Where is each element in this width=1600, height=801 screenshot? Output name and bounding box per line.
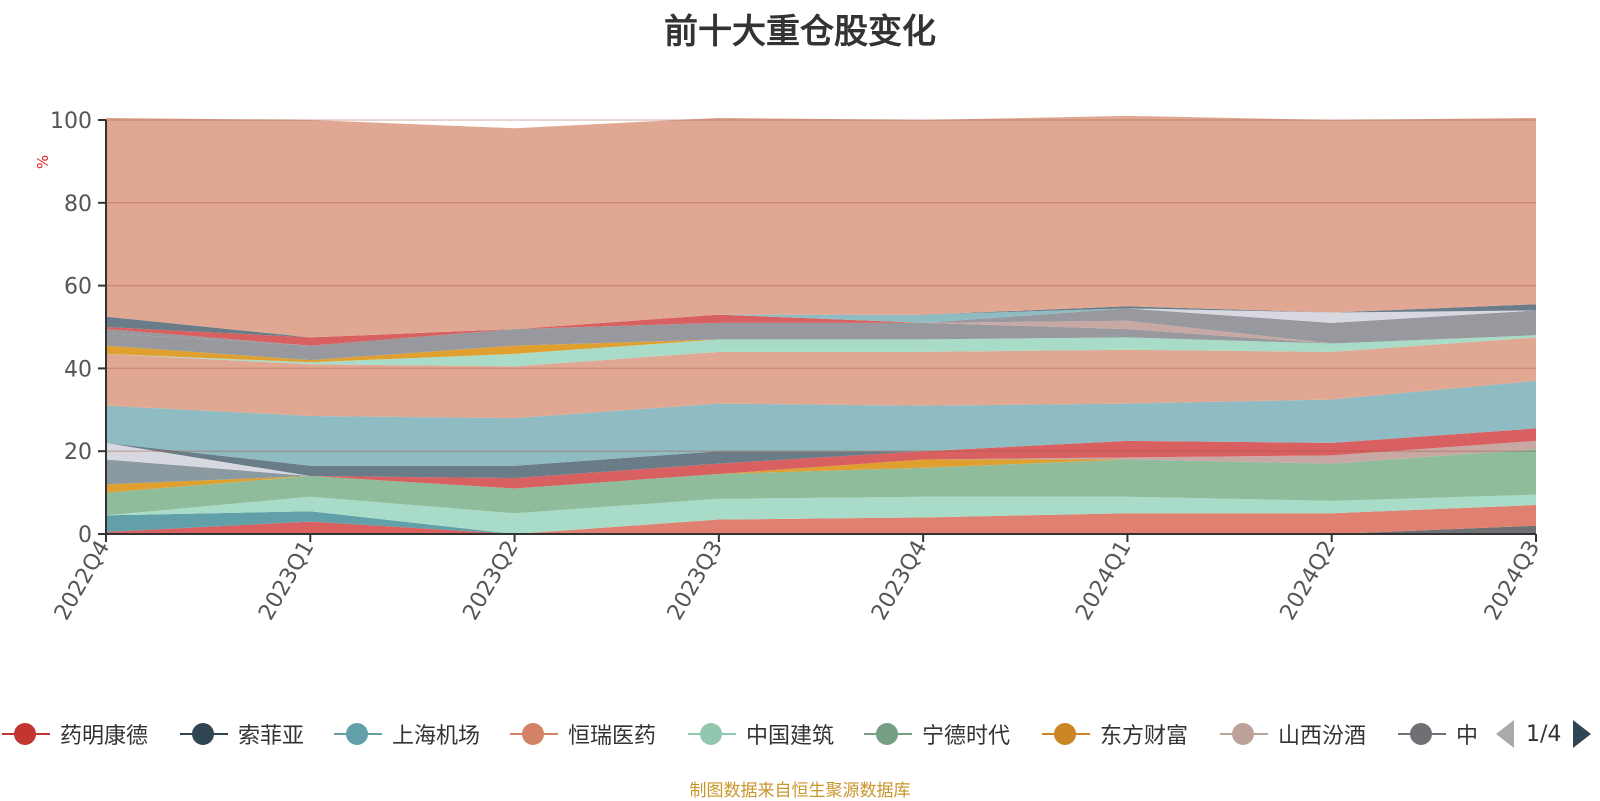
area-series-k [106,428,1536,489]
legend-label: 上海机场 [392,724,481,749]
legend-item-7[interactable]: 山西汾酒 [1218,716,1366,752]
legend-label: 药明康德 [60,724,149,749]
x-tick-label: 2023Q4 [867,537,932,625]
y-tick-label: 80 [64,192,92,217]
legend-item-8[interactable]: 中航 [1396,716,1476,752]
x-tick-label: 2023Q3 [663,537,728,625]
legend-marker-icon [0,722,52,746]
legend-label: 中国建筑 [746,724,835,749]
legend-marker-icon [508,722,560,746]
area-series-m [106,380,1536,466]
legend-marker-icon [1396,722,1448,746]
legend-item-4[interactable]: 中国建筑 [686,716,834,752]
area-series-g [106,449,1536,493]
y-axis-unit: % [34,155,52,169]
legend-label: 索菲亚 [238,724,305,749]
legend-marker-icon [862,722,914,746]
x-tick-label: 2024Q3 [1480,537,1545,625]
y-tick-label: 20 [64,440,92,465]
legend-item-2[interactable]: 上海机场 [332,716,480,752]
area-series-b [106,505,1536,534]
legend-item-5[interactable]: 宁德时代 [862,716,1010,752]
area-series-o [106,335,1536,367]
y-tick-label: 60 [64,275,92,300]
legend-item-3[interactable]: 恒瑞医药 [508,716,656,752]
y-tick-label: 40 [64,357,92,382]
legend-marker-icon [1218,722,1270,746]
legend-label: 东方财富 [1100,724,1189,749]
stacked-areas [106,115,1536,534]
legend-label: 中航 [1456,724,1476,749]
x-tick-label: 2022Q4 [50,537,115,625]
area-series-top [106,115,1536,338]
legend-pager: 1/4 [1496,716,1592,752]
area-series-r [106,320,1536,346]
chart-title: 前十大重仓股变化 [664,12,936,52]
x-tick-label: 2023Q1 [254,537,319,625]
area-series-p [106,335,1536,363]
legend-item-1[interactable]: 索菲亚 [178,716,304,752]
data-source-note: 制图数据来自恒生聚源数据库 [689,781,911,801]
legend-label: 山西汾酒 [1278,724,1367,749]
legend: 药明康德 索菲亚 上海机场 恒瑞医药 中国建筑 宁德时代 东方财富 山西汾酒 中航 [0,716,1476,752]
x-tick-label: 2024Q1 [1071,537,1136,625]
y-tick-label: 0 [78,523,92,548]
legend-prev-page-icon[interactable] [1496,720,1514,748]
area-series-f [106,449,1536,516]
x-tick-label: 2024Q2 [1276,537,1341,625]
area-series-n [106,337,1536,419]
area-series-e [106,494,1536,534]
area-series-c [106,505,1536,534]
y-tick-label: 100 [50,109,92,134]
legend-page-indicator: 1/4 [1526,721,1562,747]
legend-marker-icon [178,722,230,746]
legend-marker-icon [686,722,738,746]
legend-item-0[interactable]: 药明康德 [0,716,148,752]
chart-area: 0 20 40 60 80 100 2022Q4 2023Q1 2023Q2 2023Q3 2023… [34,109,1545,625]
legend-label: 恒瑞医药 [568,724,657,749]
area-series-s [106,308,1536,346]
legend-label: 宁德时代 [922,724,1011,749]
grid-lines [106,119,1536,452]
x-tick-label: 2023Q2 [458,537,523,625]
legend-next-page-icon[interactable] [1573,720,1592,748]
area-series-q [106,322,1536,361]
legend-marker-icon [332,722,384,746]
legend-marker-icon [1040,722,1092,746]
legend-item-6[interactable]: 东方财富 [1040,716,1188,752]
